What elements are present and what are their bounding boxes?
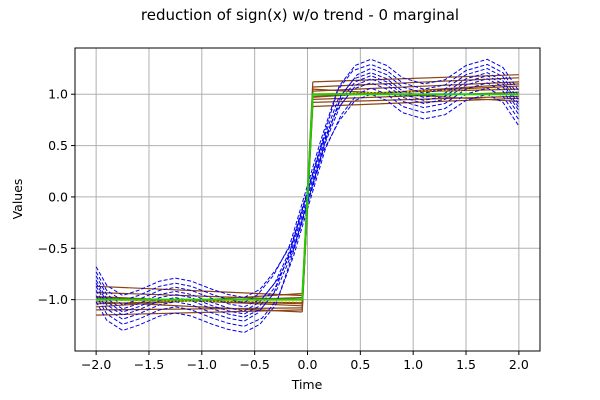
- sign-function-curve: [96, 93, 519, 301]
- reconstruction-curve: [95, 78, 520, 318]
- y-tick-label: −0.5: [38, 241, 68, 256]
- reconstruction-curve: [95, 75, 520, 315]
- y-axis-label: Values: [10, 179, 25, 220]
- x-tick-label: 0.0: [298, 357, 318, 372]
- reduced-realization-left: [96, 301, 303, 313]
- reduced-mean-left: [96, 300, 303, 303]
- reconstruction-curve: [95, 58, 520, 299]
- x-axis-label: Time: [291, 377, 323, 392]
- y-tick-label: 0.5: [48, 138, 68, 153]
- reduced-realization-right: [312, 95, 519, 103]
- x-tick-label: 1.5: [456, 357, 476, 372]
- y-tick-label: 0.0: [48, 189, 68, 204]
- chart-title: reduction of sign(x) w/o trend - 0 margi…: [141, 6, 459, 24]
- x-tick-label: 2.0: [509, 357, 529, 372]
- reconstruction-curve: [95, 67, 520, 308]
- axis-ticks: −2.0 −1.5 −1.0 −0.5 0.0 0.5 1.0 1.5 2.0 −1.0 −0.5 0…: [38, 87, 529, 372]
- reconstruction-curve: [95, 87, 520, 327]
- reconstruction-curve: [95, 63, 520, 304]
- x-tick-label: −2.0: [81, 357, 111, 372]
- x-tick-label: −0.5: [239, 357, 269, 372]
- x-tick-label: −1.5: [134, 357, 164, 372]
- x-tick-label: 0.5: [350, 357, 370, 372]
- reduced-realization-right: [312, 74, 519, 83]
- x-tick-label: −1.0: [187, 357, 217, 372]
- reduced-realization-right: [312, 77, 519, 88]
- y-tick-label: 1.0: [48, 87, 68, 102]
- reconstruction-curve: [95, 93, 520, 334]
- x-tick-label: 1.0: [403, 357, 423, 372]
- reduced-realization-left: [96, 285, 303, 297]
- reconstruction-curve: [95, 82, 520, 322]
- y-tick-label: −1.0: [38, 292, 68, 307]
- plot-curves: [95, 58, 520, 334]
